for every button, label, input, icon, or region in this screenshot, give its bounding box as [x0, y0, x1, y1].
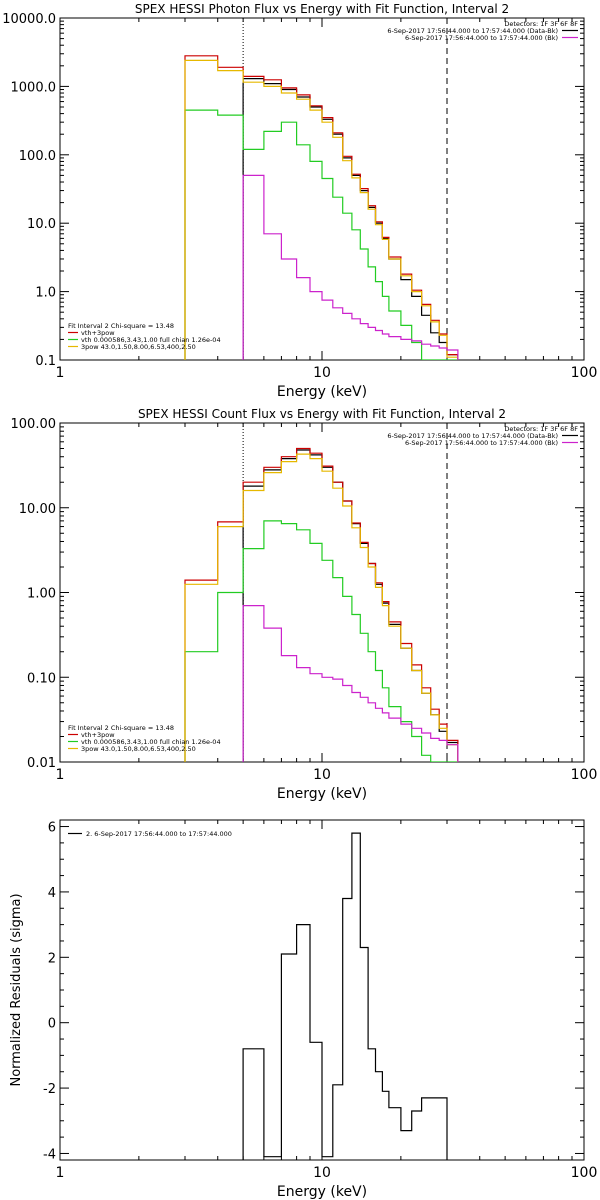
x-axis-label: Energy (keV): [277, 384, 367, 400]
series-line-4: [184, 453, 459, 762]
legend-header: Fit Interval 2 Chi-square = 13.48: [68, 724, 174, 732]
legend-header: Fit Interval 2 Chi-square = 13.48: [68, 322, 174, 330]
x-tick-label: 10: [313, 767, 331, 783]
x-tick-label: 10: [313, 1165, 331, 1181]
legend-text: 6-Sep-2017 17:56:44.000 to 17:57:44.000 …: [387, 432, 558, 440]
x-axis-label: Energy (keV): [277, 786, 367, 802]
legend-text: 2. 6-Sep-2017 17:56:44.000 to 17:57:44.0…: [86, 830, 232, 838]
chart-panel-2: SPEX HESSI Count Flux vs Energy with Fit…: [11, 407, 598, 802]
y-tick-label: 1000.0: [11, 80, 57, 95]
legend-text: vth+3pow: [81, 329, 115, 337]
x-tick-label: 100: [571, 767, 598, 783]
y-tick-label: 10.0: [27, 217, 56, 232]
series-line-3: [184, 109, 458, 360]
y-tick-label: 100.0: [19, 149, 56, 164]
series-line-1: [242, 449, 459, 762]
series-line-5: [242, 605, 459, 762]
data-area: [242, 832, 448, 1160]
legend-text: Detectors: 1F 3F 6F 8F: [504, 425, 578, 433]
legend-text: 6-Sep-2017 17:56:44.000 to 17:57:44.000 …: [405, 34, 558, 42]
series-line-2: [184, 447, 459, 762]
data-area: [184, 447, 459, 762]
y-tick-label: 0: [48, 1017, 56, 1032]
data-area: [184, 55, 459, 360]
legend-text: Detectors: 1F 3F 6F 8F: [504, 20, 578, 28]
x-tick-label: 10: [313, 365, 331, 381]
legend-text: vth 0.000586,3.43,1.00 full chian 1.26e-…: [81, 336, 221, 344]
series-line-1: [242, 832, 448, 1160]
y-tick-label: 6: [48, 821, 56, 836]
y-tick-label: 100.00: [11, 417, 57, 432]
chart-panel-1: SPEX HESSI Photon Flux vs Energy with Fi…: [2, 2, 597, 400]
legend-text: 3pow 43.0,1.50,8.00,6.53,400,2.50: [81, 745, 196, 753]
y-tick-label: -4: [43, 1147, 56, 1162]
y-tick-label: -2: [43, 1082, 56, 1097]
x-tick-label: 1: [56, 365, 65, 381]
legend-text: 3pow 43.0,1.50,8.00,6.53,400,2.50: [81, 343, 196, 351]
x-tick-label: 100: [571, 1165, 598, 1181]
legend-text: vth+3pow: [81, 731, 115, 739]
x-tick-label: 1: [56, 767, 65, 783]
legend-text: vth 0.000586,3.43,1.00 full chian 1.26e-…: [81, 738, 221, 746]
y-tick-label: 10.00: [19, 502, 56, 517]
y-tick-label: 0.01: [27, 756, 56, 771]
series-line-5: [242, 174, 459, 360]
plot-frame: [59, 17, 585, 361]
chart-title: SPEX HESSI Count Flux vs Energy with Fit…: [138, 407, 506, 421]
series-line-4: [184, 59, 459, 360]
y-axis-label: Normalized Residuals (sigma): [9, 893, 24, 1086]
x-tick-label: 1: [56, 1165, 65, 1181]
x-axis-label: Energy (keV): [277, 1184, 367, 1200]
y-tick-label: 1.0: [35, 286, 56, 301]
chart-title: SPEX HESSI Photon Flux vs Energy with Fi…: [135, 2, 509, 16]
y-tick-label: 10000.0: [2, 12, 56, 27]
x-tick-label: 100: [571, 365, 598, 381]
legend-text: 6-Sep-2017 17:56:44.000 to 17:57:44.000 …: [387, 27, 558, 35]
series-line-1: [242, 78, 459, 360]
y-tick-label: 1.00: [27, 587, 56, 602]
y-tick-label: 2: [48, 951, 56, 966]
y-tick-label: 0.1: [35, 354, 56, 369]
chart-panel-3: 1 10 100 Energy (keV) -4 -2 0 2 4 6 Normalized Res…: [9, 819, 598, 1200]
series-line-2: [184, 55, 459, 360]
legend-text: 6-Sep-2017 17:56:44.000 to 17:57:44.000 …: [405, 439, 558, 447]
plot-frame: [59, 422, 585, 763]
series-line-3: [184, 520, 458, 762]
y-tick-label: 4: [48, 886, 56, 901]
y-tick-label: 0.10: [27, 671, 56, 686]
